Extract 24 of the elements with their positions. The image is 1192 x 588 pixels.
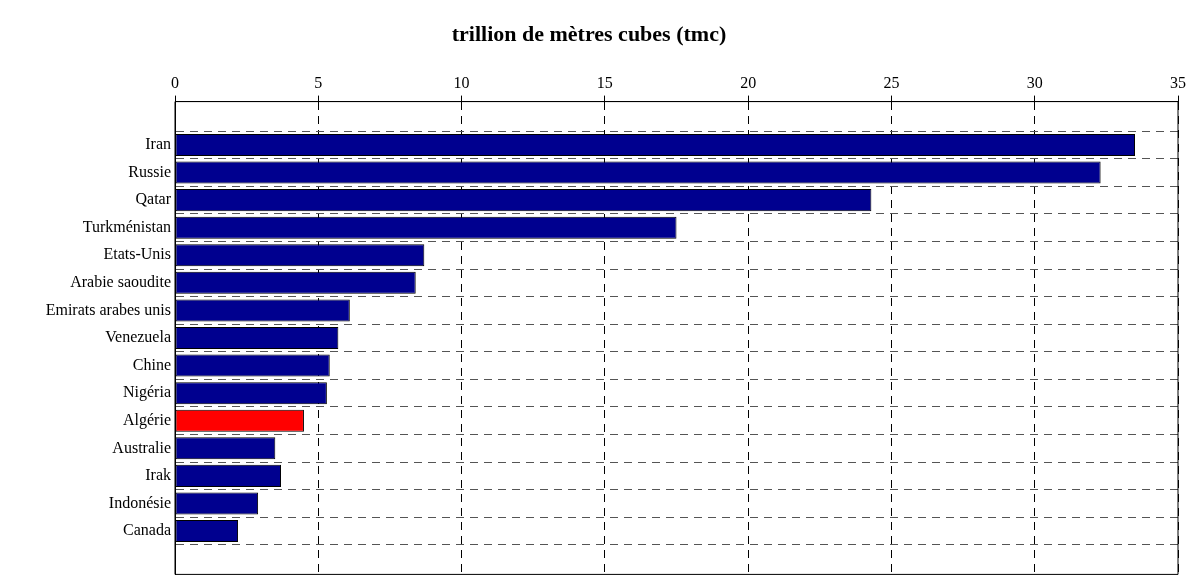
y-tick-label: Iran xyxy=(145,135,171,153)
chart-title: trillion de mètres cubes (tmc) xyxy=(451,20,727,46)
y-tick-label: Australie xyxy=(112,438,171,456)
y-tick-label: Canada xyxy=(123,521,171,539)
y-tick-label: Qatar xyxy=(135,190,172,208)
x-tick-label: 0 xyxy=(171,74,179,92)
y-tick-label: Russie xyxy=(128,162,171,180)
y-tick-label: Irak xyxy=(145,466,171,484)
x-tick-label: 25 xyxy=(883,74,900,92)
y-tick-label: Etats-Unis xyxy=(103,245,171,263)
y-tick-label: Chine xyxy=(132,355,171,373)
y-tick-label: Algérie xyxy=(123,410,171,429)
y-tick-label: Emirats arabes unis xyxy=(45,300,171,318)
x-tick-label: 5 xyxy=(314,74,323,92)
x-tick-label: 10 xyxy=(453,74,470,92)
y-tick-label: Arabie saoudite xyxy=(70,273,171,291)
x-tick-label: 35 xyxy=(1170,74,1186,92)
y-tick-label: Nigéria xyxy=(123,383,171,402)
x-tick-label: 15 xyxy=(596,74,613,92)
y-tick-label: Turkménistan xyxy=(82,217,171,235)
y-tick-label: Indonésie xyxy=(108,493,171,511)
x-tick-label: 30 xyxy=(1026,74,1043,92)
y-tick-label: Venezuela xyxy=(105,328,171,346)
x-tick-label: 20 xyxy=(740,74,757,92)
